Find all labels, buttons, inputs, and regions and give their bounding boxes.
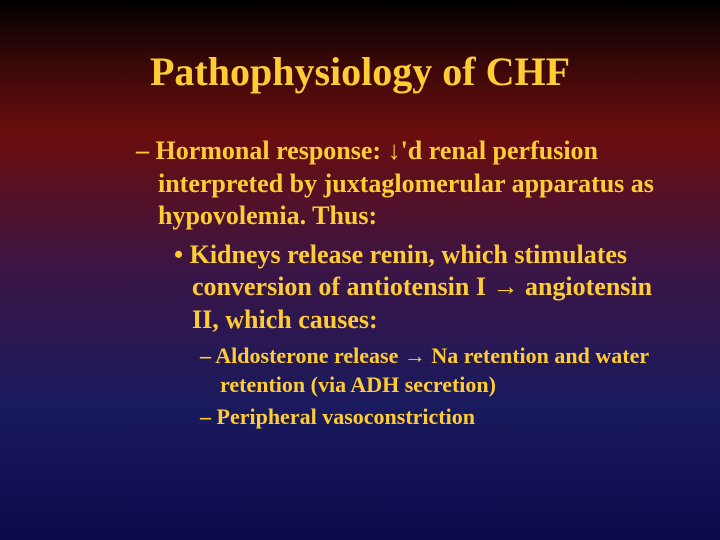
bullet-level3-b: Peripheral vasoconstriction	[50, 403, 670, 432]
slide-body: Hormonal response: ↓'d renal perfusion i…	[50, 135, 670, 432]
bullet-l1-text: Hormonal response: ↓'d renal perfusion i…	[156, 136, 654, 230]
bullet-l2-text: Kidneys release renin, which stimulates …	[190, 240, 653, 334]
bullet-level2: Kidneys release renin, which stimulates …	[50, 239, 670, 337]
bullet-l3b-text: Peripheral vasoconstriction	[217, 404, 475, 429]
bullet-level1: Hormonal response: ↓'d renal perfusion i…	[50, 135, 670, 233]
bullet-l3a-text: Aldosterone release → Na retention and w…	[215, 343, 648, 397]
bullet-level3-a: Aldosterone release → Na retention and w…	[50, 342, 670, 399]
slide-title: Pathophysiology of CHF	[50, 48, 670, 95]
slide-container: Pathophysiology of CHF Hormonal response…	[0, 0, 720, 540]
